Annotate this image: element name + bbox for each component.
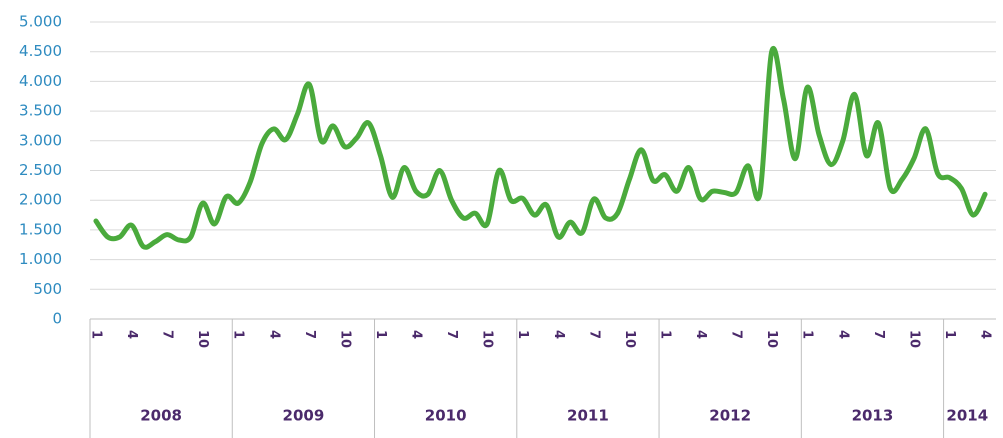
y-tick-label: 1.000 bbox=[19, 250, 62, 268]
x-tick-label: 10 bbox=[764, 330, 779, 348]
y-tick-label: 1.500 bbox=[19, 220, 62, 238]
x-tick-label: 1 bbox=[88, 330, 103, 339]
x-tick-label: 1 bbox=[515, 330, 530, 339]
group-label: 2013 bbox=[852, 407, 894, 425]
x-tick-label: 4 bbox=[409, 330, 424, 339]
x-tick-label: 1 bbox=[942, 330, 957, 339]
y-tick-label: 2.000 bbox=[19, 191, 62, 209]
x-tick-label: 1 bbox=[800, 330, 815, 339]
x-tick-label: 10 bbox=[480, 330, 495, 348]
x-tick-label: 10 bbox=[337, 330, 352, 348]
x-tick-label: 7 bbox=[302, 330, 317, 339]
y-tick-label: 4.500 bbox=[19, 42, 62, 60]
x-tick-label: 4 bbox=[978, 330, 993, 339]
group-label: 2011 bbox=[567, 407, 609, 425]
group-label: 2012 bbox=[709, 407, 751, 425]
y-tick-label: 5.000 bbox=[19, 13, 62, 31]
x-tick-label: 4 bbox=[266, 330, 281, 339]
series-line bbox=[93, 46, 988, 250]
x-tick-label: 4 bbox=[124, 330, 139, 339]
x-tick-label: 1 bbox=[231, 330, 246, 339]
group-label: 2008 bbox=[140, 407, 182, 425]
group-label: 2009 bbox=[283, 407, 325, 425]
y-tick-label: 500 bbox=[33, 280, 62, 298]
y-tick-label: 0 bbox=[52, 310, 62, 328]
x-tick-label: 7 bbox=[160, 330, 175, 339]
y-tick-label: 4.000 bbox=[19, 72, 62, 90]
x-tick-label: 10 bbox=[906, 330, 921, 348]
x-tick-label: 1 bbox=[657, 330, 672, 339]
x-tick-label: 4 bbox=[693, 330, 708, 339]
x-tick-label: 7 bbox=[444, 330, 459, 339]
x-tick-label: 10 bbox=[195, 330, 210, 348]
y-tick-label: 3.000 bbox=[19, 131, 62, 149]
x-tick-label: 4 bbox=[835, 330, 850, 339]
y-tick-label: 3.500 bbox=[19, 102, 62, 120]
x-tick-label: 4 bbox=[551, 330, 566, 339]
x-tick-label: 1 bbox=[373, 330, 388, 339]
y-tick-label: 2.500 bbox=[19, 161, 62, 179]
x-tick-label: 10 bbox=[622, 330, 637, 348]
group-label: 2010 bbox=[425, 407, 467, 425]
x-tick-label: 7 bbox=[871, 330, 886, 339]
x-tick-label: 7 bbox=[586, 330, 601, 339]
group-label: 2014 bbox=[946, 407, 988, 425]
x-tick-label: 7 bbox=[729, 330, 744, 339]
